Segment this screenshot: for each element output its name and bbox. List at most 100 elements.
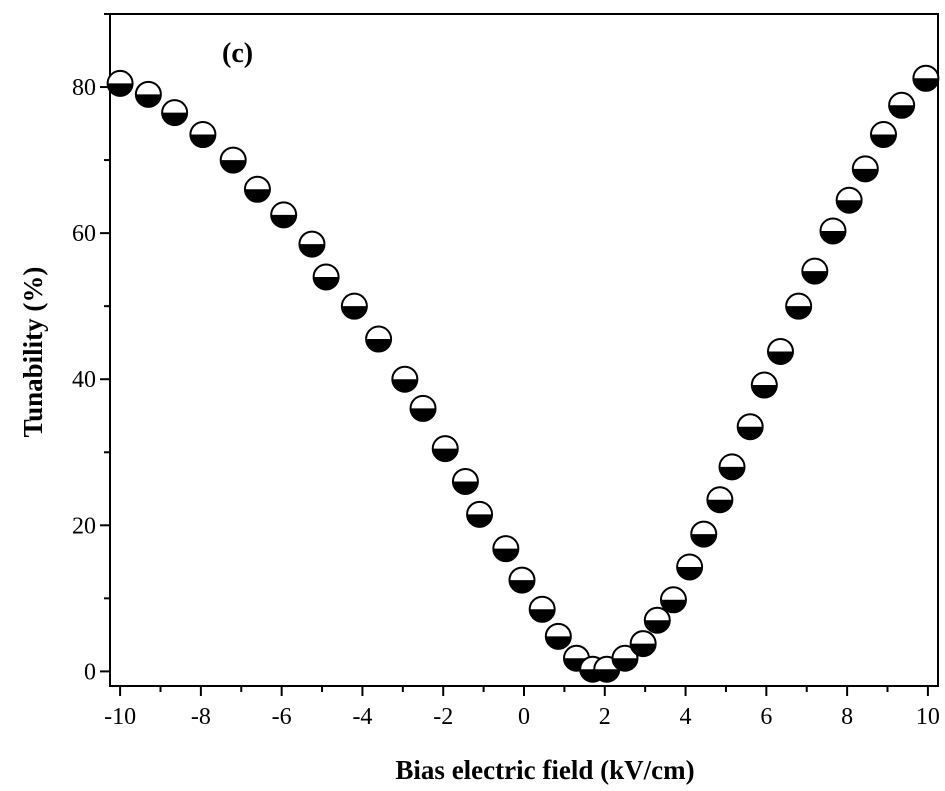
data-point-outline — [544, 622, 572, 650]
data-point-outline — [888, 91, 916, 119]
data-point — [451, 467, 479, 495]
data-point-outline — [492, 535, 520, 563]
x-tick-label: 2 — [599, 704, 611, 730]
data-point-bottom — [836, 200, 862, 213]
y-tick-label: 20 — [72, 513, 96, 539]
data-point-bottom — [107, 83, 133, 96]
y-tick-label: 0 — [84, 659, 96, 685]
data-point-outline — [676, 553, 704, 581]
data-point-outline — [718, 453, 746, 481]
data-point-outline — [819, 217, 847, 245]
data-point-outline — [611, 644, 639, 672]
data-point — [801, 257, 829, 285]
data-point-outline — [643, 606, 671, 634]
data-point-outline — [690, 520, 718, 548]
data-point — [431, 435, 459, 463]
data-point — [106, 69, 134, 97]
data-point — [161, 99, 189, 127]
data-point — [492, 535, 520, 563]
data-point-bottom — [244, 189, 270, 202]
x-tick-label: 8 — [841, 704, 853, 730]
data-point-outline — [312, 263, 340, 291]
data-point-outline — [243, 175, 271, 203]
panel-label: (c) — [222, 38, 253, 69]
data-point-bottom — [529, 609, 555, 622]
data-point-outline — [409, 394, 437, 422]
data-point-outline — [706, 486, 734, 514]
data-point-bottom — [313, 276, 339, 290]
data-point — [466, 500, 494, 528]
x-tick-label: -8 — [191, 704, 211, 730]
data-point-bottom — [913, 78, 939, 91]
data-point-bottom — [707, 499, 733, 513]
data-point-bottom — [889, 105, 915, 118]
data-point — [718, 453, 746, 481]
data-point-outline — [219, 146, 247, 174]
data-point — [189, 121, 217, 149]
data-point-outline — [750, 371, 778, 399]
data-point — [706, 486, 734, 514]
data-point-bottom — [392, 379, 418, 392]
data-point-bottom — [341, 306, 367, 319]
data-point — [243, 175, 271, 203]
data-point-outline — [851, 155, 879, 183]
data-point-outline — [869, 121, 897, 149]
data-point — [869, 121, 897, 149]
data-point — [340, 292, 368, 320]
x-tick-label: 0 — [518, 704, 530, 730]
y-axis: 0 20 40 60 80 — [72, 13, 110, 685]
data-point-outline — [106, 69, 134, 97]
data-point-outline — [270, 201, 298, 229]
data-point-outline — [451, 467, 479, 495]
data-point-bottom — [509, 580, 535, 593]
data-point-outline — [736, 413, 764, 441]
data-point-bottom — [802, 271, 828, 284]
data-point-bottom — [767, 351, 793, 364]
data-point-bottom — [644, 620, 670, 633]
data-point-bottom — [594, 669, 620, 682]
data-point-bottom — [691, 534, 717, 547]
data-point-outline — [431, 435, 459, 463]
data-point-bottom — [366, 339, 392, 352]
data-point — [912, 64, 940, 92]
data-point-bottom — [220, 160, 246, 173]
data-point — [643, 606, 671, 634]
data-point-outline — [391, 365, 419, 393]
data-point-bottom — [677, 566, 703, 580]
y-tick-label: 80 — [72, 75, 96, 101]
data-point — [611, 644, 639, 672]
data-point — [544, 622, 572, 650]
x-tick-label: 10 — [916, 704, 940, 730]
data-point-outline — [785, 292, 813, 320]
data-point — [219, 146, 247, 174]
data-point-outline — [659, 586, 687, 614]
data-point — [785, 292, 813, 320]
data-point — [736, 413, 764, 441]
data-point-bottom — [410, 408, 436, 421]
data-point-bottom — [467, 514, 493, 527]
data-point-bottom — [299, 244, 325, 257]
data-point-outline — [912, 64, 940, 92]
x-tick-label: -2 — [433, 704, 453, 730]
data-point — [312, 263, 340, 291]
data-point — [819, 217, 847, 245]
data-point — [270, 201, 298, 229]
data-point — [690, 520, 718, 548]
x-axis: -10 -8 -6 -4 -2 0 2 4 6 8 10 — [104, 686, 940, 730]
data-point-bottom — [545, 636, 571, 649]
data-point-outline — [801, 257, 829, 285]
data-point — [766, 337, 794, 365]
data-point-outline — [134, 80, 162, 108]
data-points — [106, 64, 940, 683]
data-point-bottom — [852, 168, 878, 182]
data-point-bottom — [630, 643, 656, 657]
data-point-bottom — [612, 658, 638, 671]
data-point-bottom — [820, 230, 846, 244]
x-axis-title: Bias electric field (kV/cm) — [395, 755, 694, 785]
data-point-outline — [189, 121, 217, 149]
y-axis-title: Tunability (%) — [18, 267, 48, 438]
data-point-bottom — [162, 112, 188, 126]
data-point-outline — [629, 630, 657, 658]
data-point-bottom — [660, 599, 686, 613]
data-point-outline — [528, 595, 556, 623]
